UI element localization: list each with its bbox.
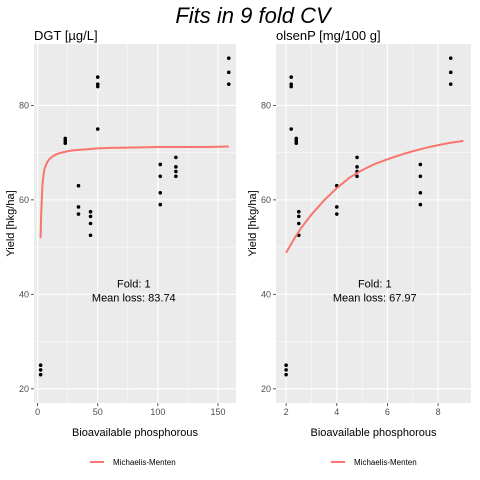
annotation-mean-loss: Mean loss: 83.74 — [92, 292, 176, 304]
data-point — [334, 212, 339, 216]
data-point — [158, 202, 163, 207]
x-axis-label: Bioavailable phosphorous — [72, 427, 198, 439]
data-point — [294, 141, 299, 145]
data-point — [418, 190, 423, 195]
x-tick-label: 6 — [385, 407, 390, 417]
data-point — [76, 212, 81, 216]
data-point — [158, 162, 163, 167]
data-point — [88, 233, 93, 238]
y-tick-label: 80 — [261, 100, 271, 110]
y-axis-label: Yield [hkg/ha] — [5, 190, 17, 256]
data-point — [226, 56, 231, 60]
data-point — [355, 155, 359, 160]
data-point — [88, 221, 93, 226]
x-tick-label: 150 — [210, 407, 225, 417]
data-point — [296, 209, 301, 214]
data-point — [448, 70, 453, 75]
y-tick-label: 20 — [19, 384, 29, 394]
data-point — [226, 70, 231, 75]
x-tick-label: 2 — [284, 407, 289, 417]
legend-label-left: Michaelis-Menten — [113, 458, 176, 467]
data-point — [174, 155, 178, 160]
plot-background — [34, 44, 236, 403]
data-point — [174, 174, 178, 179]
data-point — [63, 141, 68, 145]
data-point — [38, 363, 43, 368]
legend-right: Michaelis-Menten — [329, 453, 417, 471]
legend-left: Michaelis-Menten — [88, 453, 176, 471]
data-point — [174, 169, 178, 174]
data-point — [284, 363, 288, 368]
data-point — [418, 162, 423, 167]
data-point — [289, 84, 293, 89]
x-tick-label: 4 — [334, 407, 339, 417]
x-tick-label: 100 — [150, 407, 165, 417]
fit-line-michaelis-menten — [39, 145, 229, 239]
fit-line-michaelis-menten — [285, 139, 464, 254]
data-point — [284, 372, 288, 377]
panel-dgt: DGT [µg/L] 0 50 100 150 20 40 60 80 Bioavailable … — [5, 28, 236, 439]
y-tick-label: 60 — [19, 195, 29, 205]
data-point — [226, 82, 231, 86]
panel-title: DGT [µg/L] — [34, 28, 98, 43]
x-tick-label: 0 — [35, 407, 40, 417]
data-point — [38, 372, 43, 377]
data-point — [95, 84, 100, 89]
figure-title: Fits in 9 fold CV — [175, 3, 333, 28]
data-point — [448, 56, 453, 60]
annotation-fold: Fold: 1 — [358, 278, 392, 290]
data-point — [88, 214, 93, 219]
data-point — [158, 174, 163, 179]
y-tick-label: 80 — [19, 100, 29, 110]
data-point — [174, 165, 178, 169]
data-point — [284, 368, 288, 372]
panel-title: olsenP [mg/100 g] — [276, 28, 381, 43]
x-tick-label: 8 — [436, 407, 441, 417]
data-point — [355, 165, 359, 169]
data-point — [448, 82, 453, 86]
y-tick-label: 40 — [19, 289, 29, 299]
data-point — [38, 368, 43, 372]
data-point — [355, 174, 359, 179]
y-tick-label: 60 — [261, 195, 271, 205]
data-point — [418, 174, 423, 179]
annotation-fold: Fold: 1 — [117, 278, 151, 290]
panel-olsenp: olsenP [mg/100 g] 2 4 6 8 20 40 60 80 Bioavailabl… — [247, 28, 471, 439]
data-point — [289, 127, 293, 131]
data-point — [418, 202, 423, 207]
x-tick-label: 50 — [93, 407, 103, 417]
legend-label-right: Michaelis-Menten — [354, 458, 417, 467]
data-point — [334, 205, 339, 209]
data-point — [296, 221, 301, 226]
y-tick-label: 20 — [261, 384, 271, 394]
data-point — [76, 205, 81, 209]
y-tick-label: 40 — [261, 289, 271, 299]
data-point — [296, 214, 301, 219]
data-point — [95, 127, 100, 131]
data-point — [88, 209, 93, 214]
x-axis-label: Bioavailable phosphorous — [311, 427, 437, 439]
data-point — [158, 190, 163, 195]
annotation-mean-loss: Mean loss: 67.97 — [333, 292, 417, 304]
y-axis-label: Yield [hkg/ha] — [247, 190, 259, 256]
data-point — [95, 75, 100, 79]
data-point — [76, 183, 81, 188]
data-point — [289, 75, 293, 79]
